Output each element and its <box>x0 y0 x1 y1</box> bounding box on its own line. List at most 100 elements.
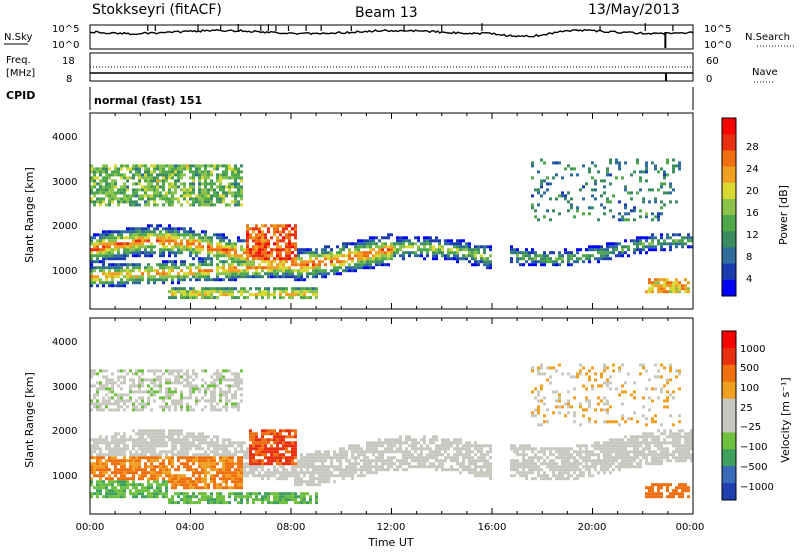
power-cell <box>375 251 378 255</box>
power-cell <box>660 182 663 186</box>
power-cell <box>222 287 225 291</box>
velocity-cell <box>213 393 216 397</box>
velocity-cell <box>117 369 120 373</box>
velocity-cell <box>174 375 177 379</box>
velocity-cell <box>567 474 570 478</box>
power-cell <box>240 275 243 279</box>
velocity-cell <box>342 453 345 457</box>
power-cell <box>129 263 132 267</box>
power-cell <box>186 293 189 297</box>
power-cell <box>291 293 294 297</box>
velocity-cell <box>543 396 546 400</box>
velocity-cell <box>516 471 519 475</box>
power-cell <box>342 245 345 249</box>
velocity-cell <box>531 369 534 373</box>
power-cell <box>108 188 111 192</box>
velocity-cell <box>147 459 150 463</box>
power-cell <box>543 257 546 261</box>
power-cell <box>153 245 156 249</box>
velocity-cell <box>291 492 294 496</box>
velocity-cell <box>423 447 426 451</box>
velocity-cell <box>267 441 270 445</box>
velocity-cell <box>540 366 543 370</box>
power-cell <box>645 239 648 243</box>
velocity-cell <box>153 444 156 448</box>
power-cell <box>129 230 132 234</box>
velocity-cell <box>312 465 315 469</box>
power-cell <box>462 254 465 258</box>
velocity-cell <box>249 453 252 457</box>
power-cell <box>117 284 120 288</box>
velocity-cell <box>123 495 126 499</box>
power-cell <box>669 182 672 186</box>
velocity-cell <box>195 501 198 505</box>
power-cell <box>210 287 213 291</box>
power-cell <box>273 242 276 246</box>
velocity-cell <box>117 489 120 493</box>
velocity-cell <box>402 453 405 457</box>
velocity-cell <box>153 471 156 475</box>
velocity-cell <box>348 465 351 469</box>
velocity-cell <box>177 477 180 481</box>
velocity-cell <box>105 489 108 493</box>
velocity-cell <box>300 501 303 505</box>
velocity-cell <box>555 456 558 460</box>
power-cell <box>237 173 240 177</box>
velocity-cell <box>132 492 135 496</box>
velocity-cell <box>366 450 369 454</box>
power-cell <box>483 263 486 267</box>
power-cell <box>132 275 135 279</box>
velocity-cell <box>384 438 387 442</box>
power-cell <box>141 239 144 243</box>
velocity-cell <box>174 486 177 490</box>
power-cell <box>309 272 312 276</box>
power-cell <box>393 248 396 252</box>
power-cell <box>315 248 318 252</box>
velocity-cell <box>102 369 105 373</box>
power-cell <box>675 281 678 285</box>
velocity-cell <box>105 465 108 469</box>
velocity-cell <box>144 453 147 457</box>
velocity-cell <box>228 387 231 391</box>
velocity-cell <box>573 477 576 481</box>
velocity-cell <box>381 468 384 472</box>
power-cell <box>597 248 600 252</box>
power-cell <box>225 185 228 189</box>
power-cell <box>102 197 105 201</box>
power-cell <box>99 170 102 174</box>
velocity-cell <box>186 459 189 463</box>
power-cell <box>408 239 411 243</box>
power-cell <box>282 269 285 273</box>
velocity-cell <box>564 477 567 481</box>
velocity-cell <box>291 471 294 475</box>
power-cell <box>522 257 525 261</box>
power-cell <box>102 188 105 192</box>
power-cell <box>564 167 567 171</box>
velocity-cell <box>528 447 531 451</box>
velocity-cell <box>222 471 225 475</box>
power-cell <box>195 254 198 258</box>
velocity-cell <box>195 477 198 481</box>
power-cell <box>300 266 303 270</box>
power-cell <box>282 257 285 261</box>
velocity-cell <box>579 474 582 478</box>
power-cell <box>687 233 690 237</box>
velocity-cell <box>315 483 318 487</box>
velocity-cell <box>480 459 483 463</box>
power-cell <box>183 230 186 234</box>
power-cell <box>204 290 207 294</box>
velocity-cell <box>420 447 423 451</box>
velocity-cell <box>153 438 156 442</box>
power-cell <box>183 185 186 189</box>
velocity-cell <box>276 495 279 499</box>
velocity-cell <box>204 369 207 373</box>
power-cell <box>312 287 315 291</box>
power-cell <box>303 263 306 267</box>
velocity-cell <box>216 378 219 382</box>
velocity-cell <box>246 498 249 502</box>
velocity-cell <box>552 411 555 415</box>
velocity-cell <box>180 483 183 487</box>
power-cell <box>474 260 477 264</box>
velocity-cell <box>552 474 555 478</box>
power-cell <box>180 260 183 264</box>
